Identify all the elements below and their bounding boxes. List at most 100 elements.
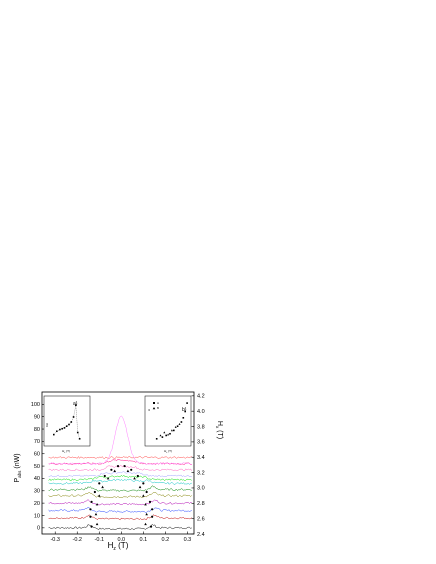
inset-a-point-8 (72, 416, 75, 418)
solid-point-17 (123, 464, 126, 468)
solid-point-3 (151, 515, 154, 518)
right-tick-label-0: 2.4 (197, 532, 205, 538)
left-tick-label-1: 10 (34, 513, 40, 519)
solid-point-2 (89, 515, 92, 518)
series-line-8 (48, 471, 192, 478)
inset-a-point-11 (78, 438, 81, 440)
right-tick-label-1: 2.6 (197, 516, 205, 522)
series-line-1 (48, 514, 192, 521)
inset-b-point-A-6 (180, 421, 183, 423)
inset-a-xlabel: Hx (T) (62, 449, 70, 454)
inset-a-points (53, 404, 81, 440)
right-axis-ticks: 2.4 2.6 2.8 3.0 3.2 3.4 3.6 3.8 4.0 4.2 (191, 394, 205, 538)
triangle-point-3 (145, 512, 148, 516)
series-line-10 (48, 458, 192, 465)
inset-a-xlabel-sub: x (64, 452, 65, 454)
x-axis-label-main: H (108, 541, 114, 550)
x-axis-ticks: -0.3 -0.2 -0.1 0.0 0.1 0.2 0.3 (50, 531, 192, 543)
left-axis-label: Pabs (nW) (14, 453, 22, 482)
inset-a-point-4 (63, 427, 66, 429)
left-tick-label-0: 0 (37, 526, 40, 532)
solid-point-16 (116, 464, 120, 468)
triangle-point-8 (101, 485, 104, 489)
triangle-point-2 (94, 512, 98, 516)
inset-a-point-3 (61, 427, 63, 430)
x-axis-label-sub: z (113, 546, 116, 552)
inset-b-point-A-2 (165, 434, 167, 437)
plot-frame (41, 391, 195, 535)
triangle-point-11 (133, 477, 136, 480)
inset-b-legend-marker-b (152, 407, 156, 410)
inset-a-point-9 (75, 404, 77, 406)
triangle-point-6 (97, 494, 101, 497)
triangle-point-1 (144, 522, 147, 526)
inset-b-points (155, 402, 188, 440)
right-tick-label-3: 3.0 (197, 486, 205, 492)
series-line-2 (48, 506, 192, 513)
triangle-point-4 (95, 502, 99, 506)
inset-a-point-0 (53, 433, 55, 436)
inset-b: b) H Hx (T) A B (144, 395, 192, 454)
x-axis-label: Hz (T) (108, 541, 129, 552)
inset-a-xlabel-unit: (T) (65, 449, 70, 453)
inset-b-point-A-0 (155, 438, 158, 440)
inset-b-point-B-1 (163, 431, 166, 434)
inset-b-point-B-0 (159, 434, 162, 437)
triangle-point-5 (144, 502, 147, 506)
series-line-11 (48, 456, 192, 459)
right-tick-label-4: 3.2 (197, 470, 205, 476)
inset-b-point-A-9 (186, 402, 188, 404)
right-tick-label-9: 4.2 (197, 394, 205, 400)
inset-a-point-6 (68, 423, 70, 426)
left-tick-label-7: 70 (34, 439, 40, 445)
solid-point-9 (145, 490, 148, 494)
inset-b-xlabel-unit: (T) (167, 449, 172, 453)
left-tick-label-4: 40 (34, 476, 40, 482)
inset-b-xlabel-sub: x (166, 452, 167, 454)
series-line-6 (48, 478, 192, 485)
x-tick-label-4: 0.1 (140, 537, 148, 543)
left-tick-label-2: 20 (34, 501, 40, 507)
series-line-7 (48, 474, 192, 481)
inset-a: a) δH Hx (T) (43, 395, 91, 454)
right-tick-label-7: 3.8 (197, 424, 205, 430)
inset-b-point-B-2 (167, 433, 170, 436)
solid-point-11 (142, 482, 145, 485)
solid-point-15 (130, 468, 133, 471)
series-line-5 (48, 485, 192, 492)
inset-a-point-5 (65, 425, 68, 427)
x-tick-label-0: -0.3 (50, 537, 59, 543)
right-axis-label: Hx (T) (215, 421, 223, 439)
right-axis-label-main: H (216, 421, 223, 426)
left-axis-label-unit: (nW) (14, 453, 21, 470)
solid-point-7 (148, 500, 152, 503)
inset-b-legend-marker-a (153, 402, 155, 404)
left-tick-label-3: 30 (34, 489, 40, 495)
series-line-0 (48, 523, 192, 530)
solid-point-8 (93, 490, 96, 494)
right-axis-label-sub: x (215, 426, 220, 429)
x-tick-label-5: 0.2 (162, 537, 170, 543)
inset-b-point-A-4 (173, 429, 175, 432)
right-tick-label-2: 2.8 (197, 501, 205, 507)
triangle-point-13 (126, 469, 130, 473)
inset-b-label: b) (182, 407, 187, 413)
solid-point-0 (90, 525, 93, 528)
left-tick-label-6: 60 (34, 452, 40, 458)
inset-b-ylabel: H (147, 409, 151, 411)
solid-point-14 (110, 468, 113, 471)
solid-point-12 (103, 474, 106, 478)
x-tick-label-6: 0.3 (184, 537, 192, 543)
inset-b-xlabel-main: H (164, 449, 166, 453)
solid-point-13 (136, 474, 139, 478)
triangle-point-7 (142, 494, 145, 497)
series-line-9 (48, 465, 193, 472)
inset-a-point-10 (76, 431, 79, 434)
solid-point-4 (89, 508, 92, 511)
left-axis-label-sub: abs (17, 470, 22, 478)
left-tick-label-5: 50 (34, 464, 40, 470)
inset-a-point-2 (59, 428, 61, 431)
inset-a-xlabel-main: H (62, 449, 64, 453)
series-line-12 (48, 415, 192, 466)
right-tick-label-5: 3.4 (197, 455, 205, 461)
